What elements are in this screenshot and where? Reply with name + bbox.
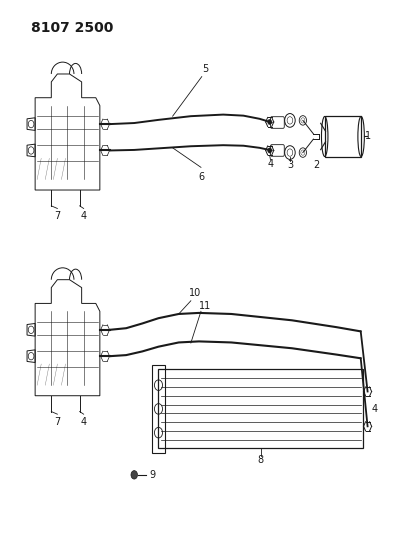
Text: 6: 6: [198, 172, 204, 182]
Text: 4: 4: [267, 159, 273, 168]
Bar: [152, 365, 164, 453]
Text: 10: 10: [188, 288, 200, 298]
Text: 4: 4: [371, 404, 377, 414]
Text: 5: 5: [201, 64, 208, 74]
Text: 7: 7: [54, 417, 61, 427]
Text: 4: 4: [81, 417, 87, 427]
Circle shape: [267, 148, 271, 153]
Circle shape: [130, 471, 137, 479]
Bar: [324, 116, 360, 157]
Text: 7: 7: [54, 212, 61, 221]
Text: 4: 4: [81, 212, 87, 221]
Circle shape: [267, 119, 271, 125]
Bar: [158, 369, 362, 448]
Text: 9: 9: [149, 470, 155, 480]
Text: 2: 2: [313, 160, 319, 170]
Text: 3: 3: [286, 160, 292, 170]
Text: 8: 8: [257, 455, 263, 465]
Text: 11: 11: [198, 301, 211, 311]
Text: 8107 2500: 8107 2500: [31, 21, 113, 35]
Text: 1: 1: [364, 132, 371, 141]
